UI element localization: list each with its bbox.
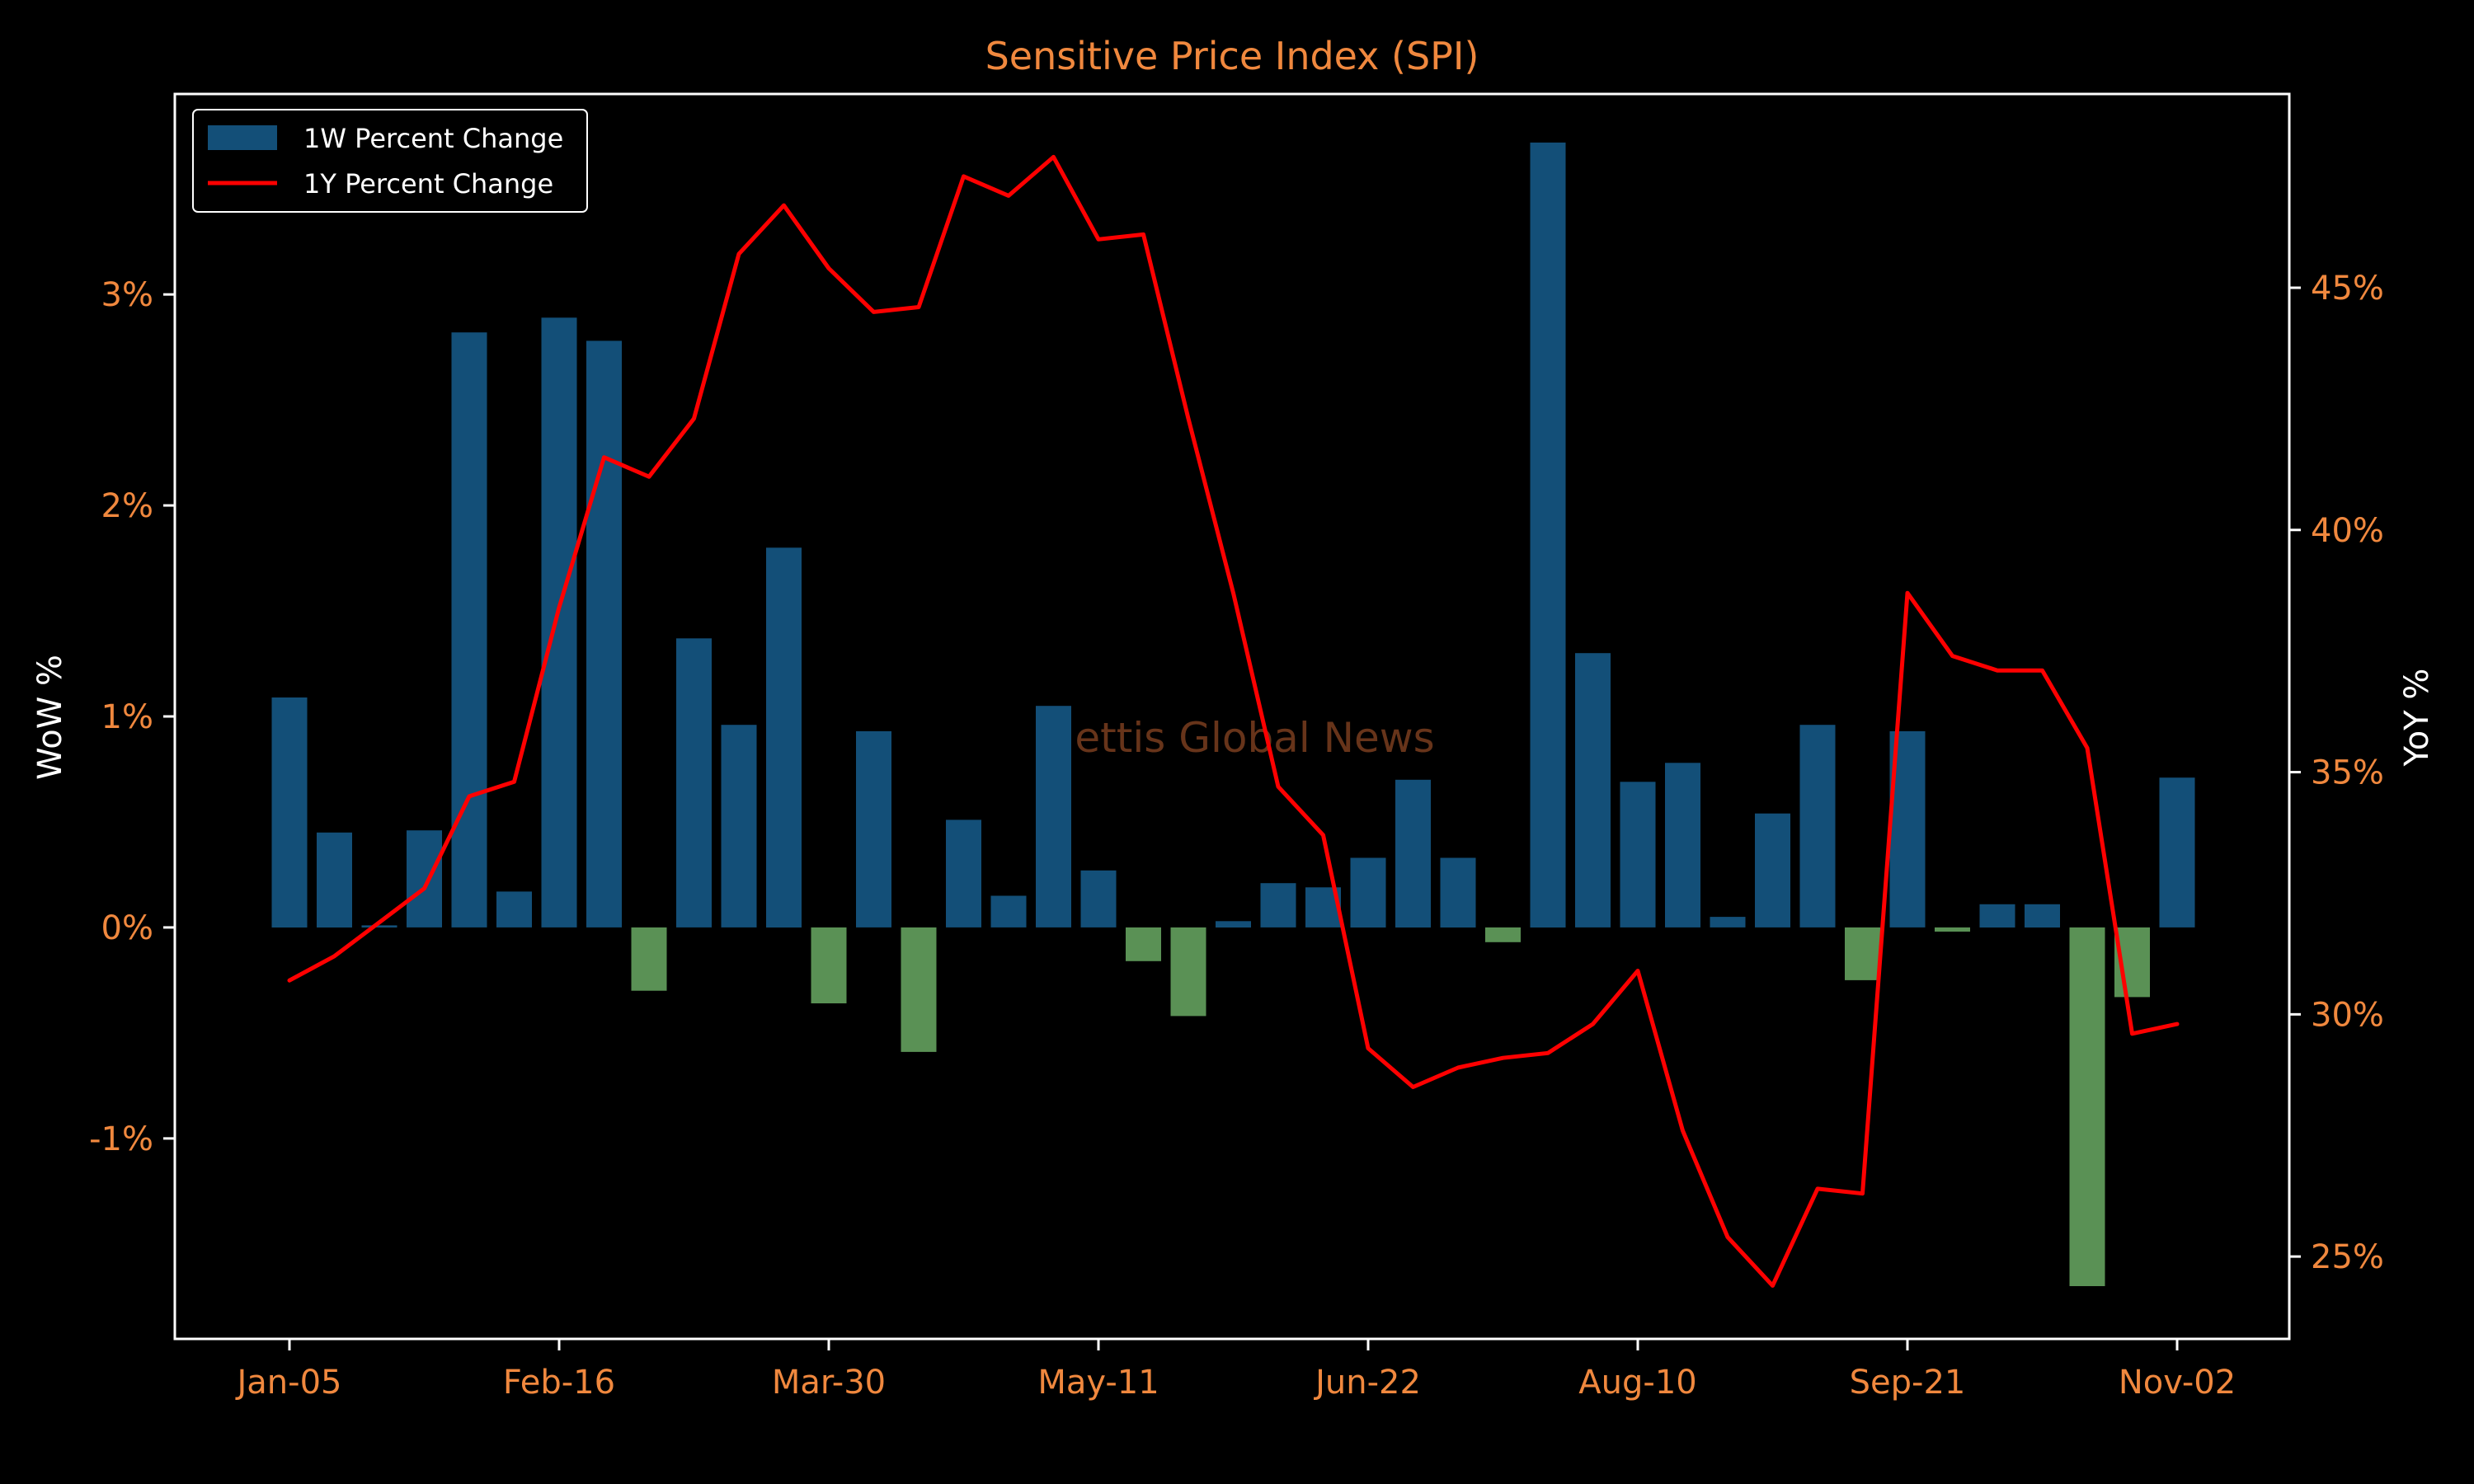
bar-1w: [2025, 904, 2060, 928]
x-tick-label: Mar-30: [772, 1364, 886, 1402]
bar-1w: [1665, 763, 1700, 928]
y-right-tick-label: 35%: [2311, 754, 2384, 792]
bar-1w: [1395, 779, 1431, 928]
bar-1w: [2069, 927, 2105, 1286]
bar-1w: [1979, 904, 2015, 928]
legend-label-1w: 1W Percent Change: [303, 123, 563, 154]
x-tick-label: Aug-10: [1578, 1364, 1696, 1402]
x-tick-label: Nov-02: [2119, 1364, 2236, 1402]
bar-1w: [946, 819, 981, 928]
bar-1w: [1440, 857, 1476, 928]
bar-1w: [541, 317, 577, 928]
bar-1w: [856, 730, 891, 928]
bar-1w: [1036, 706, 1071, 928]
legend-box: [192, 109, 588, 213]
bar-1w: [1755, 813, 1790, 928]
x-tick-label: Feb-16: [503, 1364, 615, 1402]
bar-1w: [811, 927, 847, 1003]
y-left-tick-label: 0%: [101, 909, 153, 947]
y-left-tick-label: -1%: [89, 1120, 153, 1158]
y-left-tick-label: 2%: [101, 487, 153, 525]
bar-1w: [990, 895, 1027, 928]
y-right-tick-label: 40%: [2311, 512, 2384, 550]
bar-1w: [1350, 857, 1386, 928]
y-right-tick-label: 45%: [2311, 270, 2384, 308]
legend: 1W Percent Change 1Y Percent Change: [192, 109, 588, 213]
y-axis-left: -1% 0% 1% 2% 3%: [89, 276, 175, 1158]
y-right-tick-label: 30%: [2311, 996, 2384, 1034]
y-left-tick-label: 3%: [101, 276, 153, 314]
bar-1w: [1575, 653, 1611, 928]
bar-1w: [1485, 927, 1521, 942]
bar-1w: [766, 547, 802, 928]
bar-1w: [407, 830, 442, 928]
y-axis-left-label: WoW %: [31, 655, 69, 780]
bar-1w: [1799, 725, 1836, 928]
bar-1w: [1710, 917, 1746, 928]
bar-1w: [631, 927, 667, 991]
chart-title: Sensitive Price Index (SPI): [985, 34, 1479, 78]
bar-1w: [1216, 921, 1251, 928]
x-tick-label: Jan-05: [235, 1364, 342, 1402]
x-tick-label: Jun-22: [1313, 1364, 1421, 1402]
bar-1w: [1935, 927, 1970, 932]
bar-1w: [676, 638, 712, 928]
bar-1w: [1126, 927, 1161, 961]
legend-label-1y: 1Y Percent Change: [303, 168, 553, 200]
y-axis-right-label: YoY %: [2398, 669, 2436, 768]
bar-1w: [901, 927, 937, 1052]
bar-1w: [496, 891, 532, 928]
y-axis-right: 25% 30% 35% 40% 45%: [2289, 270, 2384, 1276]
bar-1w: [361, 925, 397, 928]
bar-1w: [1080, 870, 1117, 928]
x-axis: Jan-05 Feb-16 Mar-30 May-11 Jun-22 Aug-10 Sep-…: [235, 1339, 2236, 1402]
bar-1w: [1260, 883, 1296, 928]
x-tick-label: Sep-21: [1850, 1364, 1966, 1402]
bar-1w: [1845, 927, 1880, 980]
legend-swatch-1w: [208, 125, 277, 150]
line-series-1y: [287, 154, 2180, 1288]
bar-1w: [721, 725, 757, 928]
watermark-text: Mettis Global News: [1039, 714, 1434, 762]
bar-1w: [1530, 142, 1566, 928]
x-tick-label: May-11: [1037, 1364, 1159, 1402]
bar-1w: [586, 340, 622, 928]
y-left-tick-label: 1%: [101, 698, 153, 736]
bar-1w: [2159, 777, 2195, 928]
bar-1w: [1620, 782, 1656, 928]
y-right-tick-label: 25%: [2311, 1238, 2384, 1276]
bar-1w: [451, 332, 487, 928]
bar-1w: [317, 832, 352, 928]
bar-1w: [271, 697, 308, 928]
bar-1w: [1170, 927, 1206, 1017]
